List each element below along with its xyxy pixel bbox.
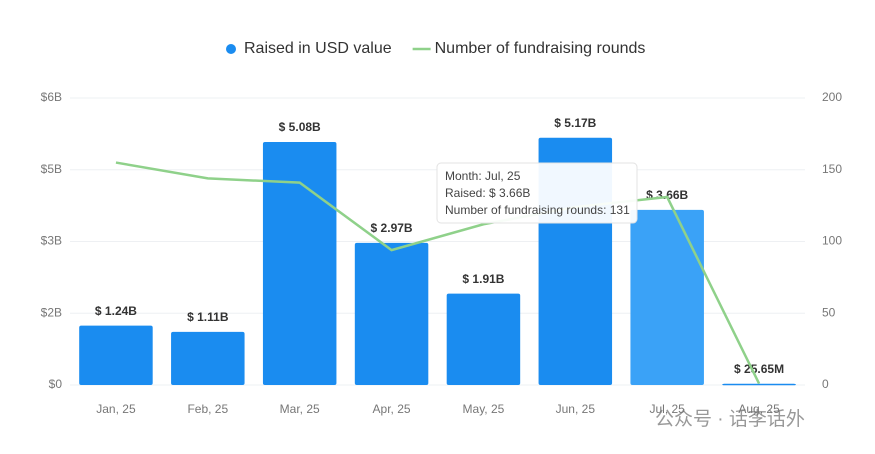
y2-tick-label: 50 [822,305,836,319]
bar [630,209,704,385]
y2-tick-label: 150 [822,162,842,176]
bar [446,293,521,385]
y2-tick-label: 100 [822,234,842,248]
legend-label: Number of fundraising rounds [435,40,646,57]
x-tick-label: Jul, 25 [650,402,686,416]
tooltip: Month: Jul, 25 Raised: $ 3.66B Number of f… [436,162,638,224]
bar [722,383,796,386]
legend-marker [226,44,236,54]
x-tick-label: Aug, 25 [738,402,780,416]
y2-tick-label: 200 [822,90,842,104]
value-label: $ 2.97B [371,221,413,235]
x-tick-label: Feb, 25 [187,402,228,416]
y-tick-label: $2B [41,305,62,319]
value-label: $ 1.24B [95,304,137,318]
x-tick-label: May, 25 [463,402,505,416]
y2-tick-label: 0 [822,377,829,391]
legend-label: Raised in USD value [244,40,392,57]
bar [262,142,337,385]
x-tick-label: Jun, 25 [556,402,596,416]
line [115,161,761,385]
bar [171,331,245,385]
tooltip-box [436,162,638,224]
value-label: $ 1.11B [187,310,229,324]
watermark: 公众号 · 话李话外 [655,408,805,430]
tooltip-text: Month: Jul, 25 [445,169,521,183]
x-tick-label: Mar, 25 [280,402,320,416]
x-tick-label: Apr, 25 [373,402,411,416]
bar [354,242,429,385]
tooltip-text: Number of fundraising rounds: 131 [445,203,630,217]
y-tick-label: $5B [41,162,62,176]
value-label: $ 5.17B [554,116,596,130]
value-label: $ 25.65M [734,362,784,376]
value-label: $ 5.08B [279,120,321,134]
y-tick-label: $0 [49,377,63,391]
y-tick-label: $3B [41,234,62,248]
y-tick-label: $6B [41,90,62,104]
value-label: $ 1.91B [462,272,504,286]
tooltip-text: Raised: $ 3.66B [445,186,530,200]
bar [79,325,153,385]
x-tick-label: Jan, 25 [96,402,136,416]
